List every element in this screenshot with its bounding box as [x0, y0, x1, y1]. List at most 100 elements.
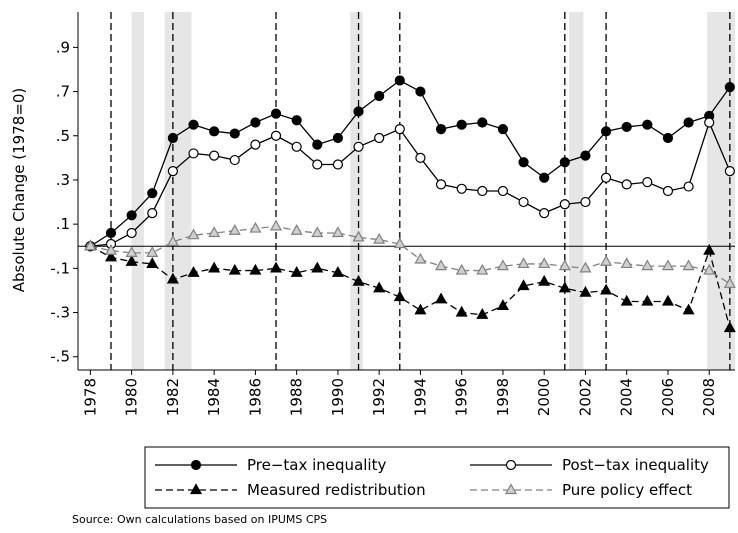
data-point	[353, 141, 364, 152]
data-point	[352, 230, 365, 242]
x-tick-label: 1986	[246, 378, 264, 416]
x-tick-label: 1978	[81, 378, 99, 416]
data-point	[683, 181, 694, 192]
data-point	[682, 303, 695, 315]
x-tick-label: 1984	[205, 378, 223, 416]
data-point	[477, 185, 488, 197]
data-point	[187, 266, 200, 277]
data-point	[126, 227, 137, 239]
data-point	[125, 254, 138, 266]
data-point	[270, 219, 283, 231]
data-point	[188, 148, 199, 159]
data-point	[291, 141, 302, 152]
data-point	[290, 266, 303, 277]
data-point	[84, 239, 97, 251]
data-point	[477, 117, 488, 128]
data-point	[270, 130, 282, 141]
data-point	[373, 281, 386, 293]
x-tick-label: 2008	[700, 378, 718, 416]
data-point	[600, 283, 613, 295]
y-tick-label: .5	[56, 127, 70, 145]
data-point	[683, 117, 694, 128]
y-tick-label: .1	[56, 215, 70, 233]
data-point	[250, 117, 261, 128]
data-point	[229, 154, 240, 166]
x-tick-label: 1980	[123, 378, 141, 416]
data-point	[331, 266, 344, 277]
data-point	[104, 243, 118, 255]
data-point	[496, 299, 509, 311]
data-point	[352, 274, 365, 286]
data-point	[455, 263, 468, 275]
data-point	[249, 263, 262, 275]
data-point	[228, 224, 241, 235]
data-point	[703, 243, 716, 255]
data-point	[723, 321, 736, 333]
data-point	[311, 226, 324, 238]
data-point	[641, 294, 654, 306]
shaded-period	[568, 12, 584, 370]
data-point	[558, 281, 571, 293]
data-point	[435, 124, 447, 135]
data-point	[642, 177, 653, 188]
data-point	[332, 132, 344, 144]
data-point	[414, 303, 427, 315]
data-point	[723, 277, 736, 288]
x-tick-label: 2004	[618, 378, 636, 416]
data-point	[517, 257, 530, 269]
legend: Pre−tax inequality Post−tax inequality Mea…	[144, 446, 730, 509]
data-point	[579, 261, 592, 273]
data-point	[208, 261, 221, 273]
data-point	[559, 157, 570, 168]
data-point	[662, 132, 674, 144]
data-point	[662, 185, 674, 197]
data-point	[497, 185, 509, 197]
data-point	[476, 263, 489, 275]
data-point	[539, 207, 550, 219]
data-point	[558, 259, 571, 271]
data-point	[682, 259, 695, 271]
y-axis-label: Absolute Change (1978=0)	[10, 88, 28, 293]
data-point	[580, 150, 591, 161]
legend-marker	[189, 483, 203, 495]
data-point	[518, 196, 529, 208]
data-point	[496, 259, 509, 271]
x-tick-label: 1982	[164, 378, 182, 416]
data-point	[167, 132, 178, 144]
series-line	[90, 245, 731, 329]
data-point	[126, 210, 137, 221]
data-point	[373, 232, 386, 244]
data-point	[374, 132, 385, 144]
data-point	[641, 259, 654, 271]
data-point	[538, 257, 551, 269]
data-point	[270, 261, 283, 273]
data-point	[435, 292, 448, 304]
data-point	[312, 139, 323, 150]
y-tick-label: -.5	[50, 348, 70, 366]
data-point	[291, 115, 302, 126]
x-tick-label: 1994	[411, 378, 429, 416]
data-point	[456, 183, 467, 194]
data-point	[661, 294, 674, 306]
y-tick-label: .9	[56, 38, 70, 56]
data-point	[600, 254, 613, 266]
data-point	[497, 124, 509, 135]
data-point	[579, 285, 592, 297]
data-point	[600, 126, 612, 137]
source-note: Source: Own calculations based on IPUMS …	[72, 513, 327, 526]
data-point	[394, 75, 405, 86]
legend-box	[144, 446, 730, 509]
legend-label: Post−tax inequality	[562, 456, 709, 474]
data-point	[249, 221, 262, 233]
y-tick-label: -.1	[50, 259, 70, 277]
x-tick-label: 2000	[535, 378, 553, 416]
data-point	[105, 227, 117, 239]
data-point	[414, 252, 427, 264]
x-tick-label: 1990	[329, 378, 347, 416]
data-point	[394, 124, 405, 135]
data-point	[311, 261, 324, 273]
x-tick-label: 1988	[288, 378, 306, 416]
data-point	[393, 237, 406, 249]
data-point	[332, 159, 344, 170]
